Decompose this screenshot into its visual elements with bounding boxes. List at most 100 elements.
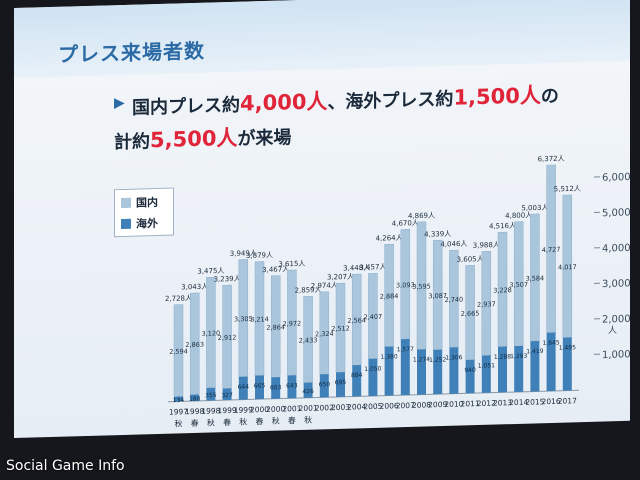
x-tick-season: 秋 (175, 418, 183, 428)
x-tick-season: 春 (191, 418, 199, 428)
overseas-value-label: 665 (254, 382, 266, 389)
overseas-value-label: 1,306 (445, 354, 462, 361)
x-tick-year: 2012 (477, 399, 496, 409)
x-tick-year: 2001 (299, 404, 318, 414)
domestic-value-label: 2,884 (380, 292, 399, 301)
x-tick-year: 2009 (428, 400, 447, 410)
total-label: 2,974人 (311, 281, 338, 290)
y-tick-label: 5,000 (602, 207, 630, 219)
x-tick-season: 秋 (207, 417, 215, 427)
domestic-value-label: 2,665 (461, 309, 480, 318)
bar-overseas (465, 359, 475, 394)
total-label: 3,475人 (197, 267, 224, 276)
overseas-value-label: 134 (173, 397, 185, 404)
bar-overseas (271, 377, 281, 399)
domestic-value-label: 3,093 (396, 281, 415, 290)
domestic-value-label: 3,305 (234, 315, 253, 324)
domestic-value-label: 2,972 (283, 319, 302, 328)
x-tick-year: 1998 (201, 406, 220, 416)
domestic-value-label: 3,120 (202, 329, 221, 338)
x-tick-year: 2016 (542, 397, 561, 407)
bar-overseas (206, 387, 216, 401)
total-label: 2,728人 (165, 294, 192, 303)
overseas-value-label: 327 (221, 392, 233, 399)
overseas-value-label: 695 (335, 379, 347, 386)
domestic-value-label: 2,433 (299, 336, 318, 345)
chart-legend: 国内 海外 (114, 187, 174, 238)
bar-overseas (287, 375, 297, 399)
overseas-value-label: 355 (205, 392, 217, 399)
bar-domestic (254, 261, 265, 376)
bar-overseas (336, 372, 345, 398)
x-tick-year: 2007 (396, 401, 415, 411)
domestic-value-label: 3,595 (412, 282, 431, 291)
bar-overseas (514, 345, 524, 393)
legend-swatch-domestic (121, 197, 131, 209)
overseas-value-label: 1,288 (494, 353, 511, 360)
total-label: 3,239人 (214, 275, 241, 284)
bar-domestic (530, 213, 540, 342)
x-tick-year: 2017 (558, 396, 577, 406)
bar-domestic (270, 275, 281, 378)
legend-item-overseas: 海外 (121, 215, 173, 232)
overseas-value-label: 180 (189, 396, 201, 403)
total-label: 3,043人 (181, 283, 208, 292)
x-tick-year: 1999 (218, 406, 237, 416)
total-label: 3,879人 (246, 251, 273, 260)
x-tick-year: 2002 (315, 403, 334, 413)
domestic-value-label: 2,863 (185, 341, 204, 350)
y-tick-label: 1,000 (602, 349, 630, 361)
total-label: 3,605人 (457, 255, 484, 264)
domestic-value-label: 2,912 (218, 334, 237, 343)
domestic-value-label: 3,584 (526, 274, 545, 283)
bar-overseas (174, 396, 183, 402)
slide: プレス来場者数 ▶ 国内プレス約4,000人、海外プレス約1,500人の 計約5… (14, 0, 630, 439)
total-label: 4,339人 (424, 230, 451, 239)
overseas-value-label: 1,419 (526, 348, 543, 355)
x-tick-year: 1997 (169, 407, 188, 417)
bar-overseas (222, 388, 232, 401)
y-unit-label: 人 (608, 325, 617, 336)
overseas-value-label: 1,051 (478, 362, 495, 369)
total-label: 4,264人 (376, 234, 403, 243)
domestic-value-label: 4,727 (542, 246, 561, 255)
overseas-value-label: 1,293 (510, 353, 527, 360)
bar-overseas (303, 382, 313, 398)
bar-overseas (481, 355, 491, 393)
total-label: 4,869人 (408, 212, 435, 221)
total-label: 3,467人 (262, 265, 289, 274)
total-label: 3,207人 (327, 273, 354, 282)
bar-overseas (530, 340, 540, 392)
total-label: 2,859人 (295, 286, 322, 295)
legend-item-domestic: 国内 (121, 194, 173, 211)
x-tick-year: 2014 (509, 398, 528, 408)
domestic-value-label: 4,017 (558, 263, 577, 272)
bar-overseas (433, 349, 443, 395)
legend-label-domestic: 国内 (136, 195, 158, 210)
press-attendance-chart: 1,000 2,000 3,000 4,000 5,000 6,000 人 2,728人 2,5… (165, 155, 630, 429)
total-label: 4,670人 (392, 219, 419, 228)
bar-domestic (449, 249, 459, 348)
bar-overseas (498, 346, 507, 393)
x-tick-year: 2000 (250, 405, 269, 415)
x-tick-year: 2000 (266, 404, 285, 414)
total-label: 6,372人 (538, 155, 565, 164)
x-tick-year: 1998 (185, 407, 204, 417)
bar-overseas (449, 347, 459, 394)
total-label: 3,949人 (230, 249, 257, 258)
overseas-value-label: 884 (351, 372, 363, 379)
x-tick-season: 春 (223, 417, 231, 427)
bar-overseas (546, 332, 556, 392)
overseas-value-label: 1,274 (413, 356, 430, 363)
domestic-value-label: 3,087 (428, 292, 447, 301)
bar-overseas (255, 375, 264, 400)
total-label: 4,046人 (440, 240, 467, 249)
y-tick-label: 2,000 (602, 314, 630, 326)
bar-overseas (319, 374, 329, 398)
x-tick-year: 2006 (380, 401, 399, 411)
domestic-value-label: 2,324 (315, 330, 334, 339)
bar-overseas (368, 358, 378, 397)
bar-domestic (384, 243, 394, 347)
x-tick-year: 1999 (234, 405, 253, 415)
overseas-value-label: 1,252 (429, 357, 446, 364)
